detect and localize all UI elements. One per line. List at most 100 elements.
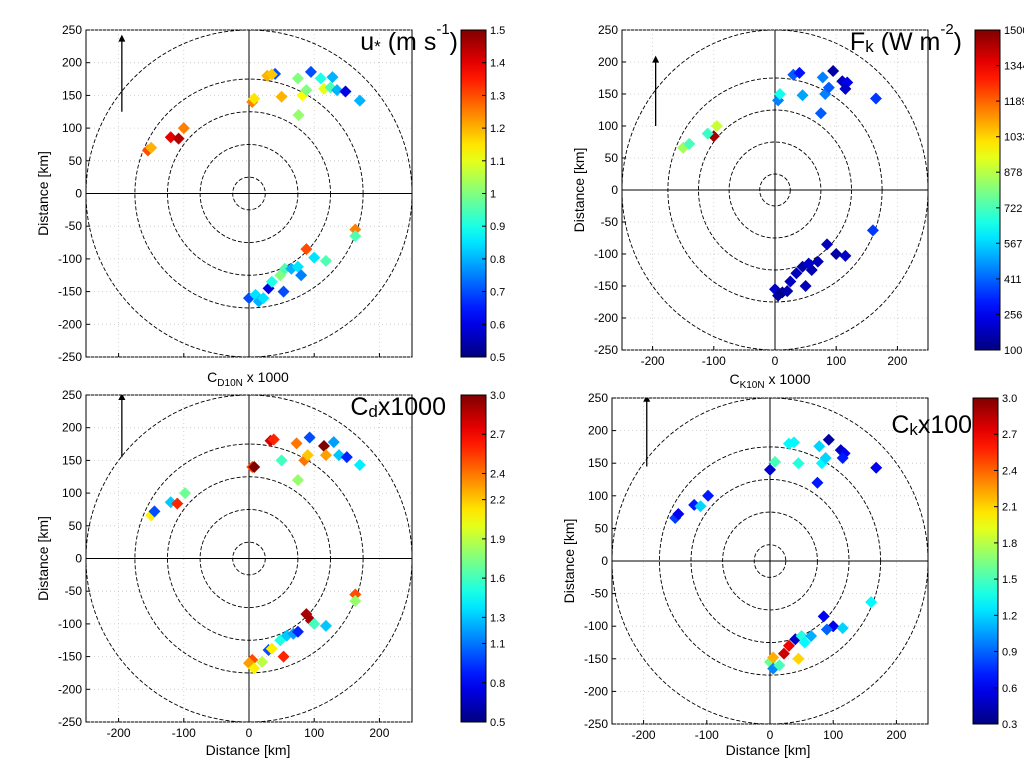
y-tick-label: 100	[62, 486, 82, 500]
colorbar-tick-label: 1.5	[490, 25, 505, 37]
y-tick-label: 50	[595, 521, 609, 535]
panel-2: -250 -200 -150 -100 -50 0 50 100 150 200 250 -200 -1…	[571, 21, 1024, 391]
colorbar-tick-label: 1344	[1004, 61, 1024, 73]
colorbar-tick-label: 2.2	[490, 495, 505, 507]
colorbar-tick-label: 1.3	[490, 612, 505, 624]
chart-title: u* (m s-1)	[360, 21, 458, 56]
colorbar-tick-label: 1.1	[490, 639, 505, 651]
colorbar-tick-label: 567	[1004, 238, 1022, 250]
y-tick-label: -100	[584, 619, 608, 633]
data-point	[290, 437, 303, 450]
y-axis-label: Distance [km]	[35, 516, 51, 601]
motion-arrow-head	[118, 34, 126, 42]
data-point	[349, 230, 362, 243]
data-point	[319, 254, 332, 267]
motion-arrow-head	[652, 55, 660, 63]
data-point	[822, 81, 835, 94]
y-tick-label: 50	[69, 519, 83, 533]
y-tick-label: 200	[588, 424, 608, 438]
x-tick-label: -200	[641, 354, 665, 368]
y-tick-label: -150	[594, 279, 618, 293]
colorbar-tick-label: 1.6	[490, 573, 505, 585]
data-point	[764, 463, 776, 476]
data-point	[164, 131, 177, 144]
data-point	[301, 449, 314, 462]
colorbar-tick-label: 2.7	[1002, 429, 1017, 441]
colorbar-tick-label: 1.5	[1002, 574, 1017, 586]
data-point	[788, 436, 801, 449]
data-point	[821, 238, 834, 251]
colorbar-tick-label: 2.4	[1002, 465, 1017, 477]
colorbar-tick-label: 1.2	[1002, 610, 1017, 622]
data-point	[353, 94, 366, 107]
y-tick-label: -100	[58, 617, 82, 631]
x-tick-label: -100	[172, 726, 196, 740]
data-point	[839, 249, 852, 262]
y-tick-label: -250	[58, 715, 82, 729]
y-tick-label: 200	[62, 421, 82, 435]
data-point	[769, 455, 782, 468]
data-point	[773, 659, 786, 672]
data-point	[179, 487, 192, 500]
data-point	[304, 65, 317, 78]
data-point	[836, 451, 849, 464]
data-point	[314, 72, 327, 85]
data-point	[672, 508, 685, 521]
data-point	[813, 440, 826, 453]
data-point	[694, 500, 707, 513]
x-tick-label: -100	[702, 354, 726, 368]
colorbar-tick-label: 878	[1004, 167, 1022, 179]
data-point	[267, 433, 280, 446]
colorbar	[460, 394, 487, 723]
x-tick-label: -100	[695, 728, 719, 742]
data-point	[292, 109, 305, 122]
data-point	[148, 505, 161, 518]
y-tick-label: 200	[598, 55, 618, 69]
data-point	[275, 90, 288, 103]
data-point	[799, 280, 812, 292]
colorbar-tick-label: 1033	[1004, 132, 1024, 144]
x-tick-label: 0	[772, 354, 779, 368]
data-point	[349, 595, 362, 608]
data-point	[870, 461, 883, 474]
data-point	[308, 617, 321, 630]
data-point	[827, 64, 840, 77]
colorbar-tick-label: 256	[1004, 309, 1022, 321]
data-point	[836, 622, 849, 635]
colorbar-tick-label: 1.4	[490, 58, 505, 70]
colorbar-tick-label: 0.9	[490, 221, 505, 233]
y-tick-label: -150	[584, 652, 608, 666]
data-point	[257, 292, 270, 305]
data-point	[822, 433, 835, 446]
panel-1: -250 -200 -150 -100 -50 0 50 100 150 200 250 Distan…	[35, 21, 505, 389]
y-tick-label: -50	[65, 219, 83, 233]
x-axis-label: CK10N x 1000	[729, 371, 810, 391]
data-point	[278, 262, 291, 275]
data-point	[300, 84, 313, 97]
x-tick-label: 0	[767, 728, 774, 742]
data-point	[319, 619, 332, 632]
y-tick-label: -200	[58, 317, 82, 331]
y-tick-label: -100	[58, 252, 82, 266]
x-axis-label: CD10N x 1000	[207, 369, 289, 389]
y-tick-label: -250	[594, 343, 618, 357]
data-point	[300, 243, 313, 256]
colorbar-tick-label: 2.7	[490, 429, 505, 441]
data-point	[866, 224, 879, 237]
colorbar-tick-label: 1.9	[490, 534, 505, 546]
data-point	[805, 264, 818, 276]
colorbar-tick-label: 2.4	[490, 468, 505, 480]
y-tick-label: -50	[65, 584, 83, 598]
data-point	[265, 275, 278, 288]
x-tick-label: -200	[632, 728, 656, 742]
colorbar-tick-label: 0.7	[490, 287, 505, 299]
colorbar-tick-label: 100	[1004, 345, 1022, 357]
colorbar-tick-label: 0.3	[1002, 719, 1017, 731]
data-point	[265, 642, 278, 655]
data-point	[865, 596, 878, 609]
data-point	[777, 647, 790, 660]
colorbar-tick-label: 0.5	[490, 352, 505, 364]
y-tick-label: -250	[584, 717, 608, 731]
y-axis-label: Distance [km]	[561, 519, 577, 604]
data-point	[805, 629, 818, 642]
